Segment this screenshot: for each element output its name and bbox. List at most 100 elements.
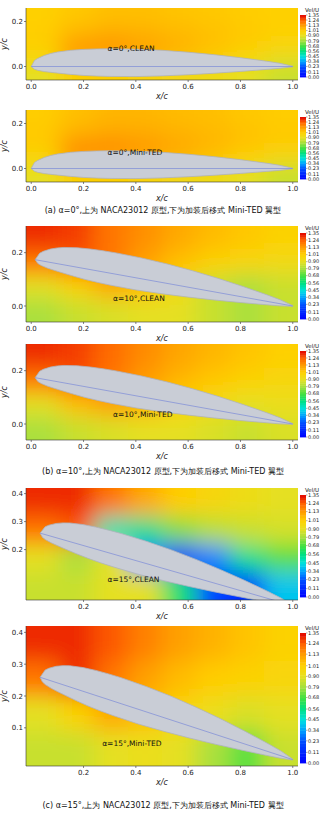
field-cell: [196, 26, 231, 45]
x-tick: [188, 80, 189, 82]
y-tick: [24, 66, 26, 67]
annotation: α=0°,CLEAN: [108, 44, 155, 53]
field-cell: [128, 128, 163, 147]
x-tick-label: 0.8: [235, 443, 246, 451]
x-axis-label: x/c: [155, 92, 168, 101]
field-cell: [162, 661, 197, 697]
colorbar-segment: [300, 731, 306, 735]
y-tick: [24, 493, 26, 494]
chord-line: [40, 533, 293, 600]
x-tick: [83, 440, 84, 442]
field-cell: [94, 344, 129, 369]
colorbar-tick-label: 0.23: [308, 301, 319, 307]
field-cell: [230, 226, 265, 251]
y-tick-label: 0.2: [12, 546, 23, 554]
x-axis: [26, 182, 298, 183]
y-tick: [24, 424, 26, 425]
y-tick: [24, 632, 26, 633]
colorbar-tick-label: 0.56: [308, 398, 319, 404]
field-cell: [26, 392, 61, 417]
field-cell: [94, 226, 129, 251]
field-cell: [162, 8, 197, 27]
field-cell: [264, 250, 298, 275]
colorbar-tick-label: 0.34: [308, 568, 319, 574]
x-tick: [188, 766, 189, 768]
colorbar-tick-label: 0.56: [308, 48, 319, 54]
colorbar-segment: [300, 669, 306, 673]
field-cell: [264, 661, 298, 697]
colorbar-segment: [300, 559, 306, 562]
field-cell: [264, 544, 298, 573]
colorbar-segment: [300, 685, 306, 689]
colorbar-tick-label: 1.13: [308, 244, 319, 250]
field-cell: [230, 128, 265, 147]
colorbar-segment: [300, 554, 306, 557]
field-cell: [196, 488, 231, 517]
colorbar-segment: [300, 708, 306, 712]
colorbar-segment: [300, 643, 306, 647]
x-tick: [83, 766, 84, 768]
colorbar-segment: [300, 572, 306, 575]
colorbar-tick-label: 0.45: [308, 560, 319, 566]
colorbar-tick-label: 0.90: [308, 526, 319, 532]
airfoil: [35, 365, 293, 424]
colorbar-segment: [300, 528, 306, 531]
field-cell: [60, 298, 95, 322]
x-tick-label: 0.8: [235, 603, 246, 611]
field-cell: [94, 26, 129, 45]
colorbar-segment: [300, 561, 306, 564]
colorbar-segment: [300, 734, 306, 738]
field-cell: [162, 298, 197, 322]
colorbar-segment: [300, 688, 306, 692]
y-tick: [24, 549, 26, 550]
colorbar-segment: [300, 640, 306, 644]
colorbar-tick-label: 1.35: [308, 230, 319, 236]
colorbar-segment: [300, 513, 306, 516]
field-cell: [196, 416, 231, 440]
colorbar-tick-label: 1.13: [308, 651, 319, 657]
y-tick: [24, 664, 26, 665]
colorbar-tick-label: 0.56: [308, 706, 319, 712]
x-tick: [31, 322, 32, 324]
y-tick-label: 0.3: [12, 518, 23, 526]
colorbar-tick-label: 1.13: [308, 508, 319, 514]
colorbar-segment: [300, 503, 306, 506]
y-axis: [26, 344, 27, 440]
x-tick: [240, 766, 241, 768]
colorbar-segment: [300, 672, 306, 676]
x-tick-label: 0.4: [130, 325, 142, 333]
x-tick-label: 1.0: [287, 325, 298, 333]
colorbar-segment: [300, 711, 306, 715]
colorbar-segment: [300, 546, 306, 549]
field-cell: [94, 8, 129, 27]
colorbar-segment: [300, 569, 306, 572]
field-cell: [26, 572, 61, 600]
field-cell: [230, 110, 265, 129]
x-axis-label: x/c: [155, 334, 168, 343]
y-tick: [24, 21, 26, 22]
colorbar-tick-label: 0.23: [308, 419, 319, 425]
colorbar-segment: [300, 659, 306, 663]
colorbar-segment: [300, 666, 306, 670]
colorbar-tick-label: 1.01: [308, 27, 319, 33]
field-cell: [128, 8, 163, 27]
x-tick-label: 0.2: [78, 603, 89, 611]
y-tick-label: 0.1: [12, 724, 23, 732]
x-tick: [83, 80, 84, 82]
field-cell: [26, 626, 61, 662]
colorbar-tick-label: 0.45: [308, 716, 319, 722]
x-tick: [135, 600, 136, 602]
x-tick-label: 0.0: [26, 443, 37, 451]
colorbar-tick-label: 1.24: [308, 355, 319, 361]
field-cell: [162, 516, 197, 545]
y-tick: [24, 168, 26, 169]
x-tick-label: 1.0: [287, 443, 298, 451]
x-tick-label: 0.2: [78, 443, 89, 451]
colorbar-tick-label: 0.68: [308, 694, 319, 700]
colorbar-segment: [300, 508, 306, 511]
colorbar-tick-label: 0.79: [308, 265, 319, 271]
x-tick: [240, 182, 241, 184]
x-tick: [292, 600, 293, 602]
colorbar-segment: [300, 682, 306, 686]
field-cell: [264, 8, 298, 27]
